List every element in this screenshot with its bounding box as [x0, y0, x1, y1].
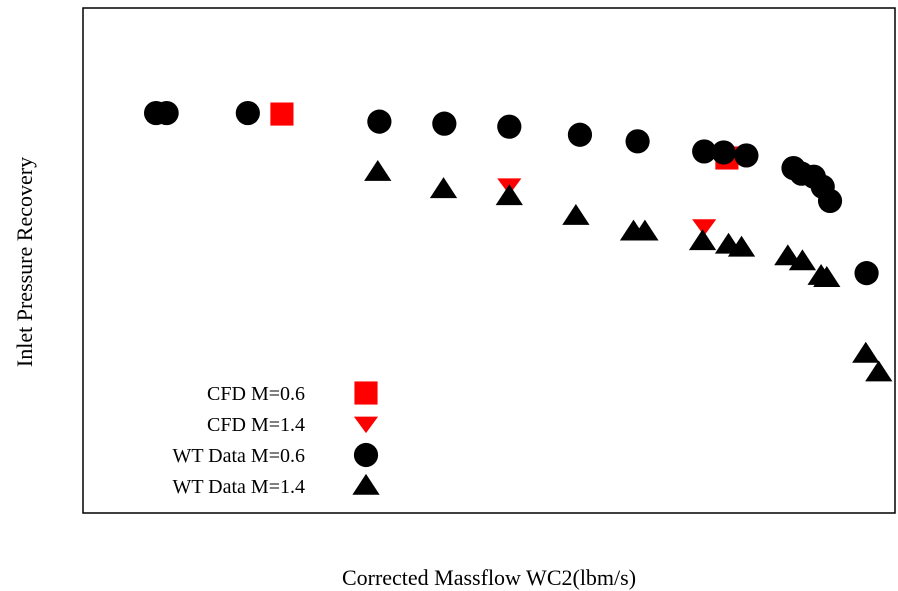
- series-3-point-10: [788, 249, 817, 271]
- legend-label-3: WT Data M=1.4: [172, 476, 305, 498]
- legend: CFD M=0.6 CFD M=1.4 WT Data M=0.6 WT Data M…: [172, 381, 380, 498]
- series-3-point-8: [727, 235, 756, 257]
- series-3-point-12: [813, 266, 841, 287]
- series-3-point-13: [852, 341, 880, 363]
- series-2-point-8: [692, 139, 717, 164]
- plot-frame: [82, 7, 896, 514]
- legend-marker-0: [354, 381, 378, 405]
- legend-marker-1: [353, 416, 379, 434]
- legend-label-0: CFD M=0.6: [207, 383, 305, 405]
- series-2-point-6: [567, 122, 593, 147]
- legend-marker-2: [353, 442, 379, 468]
- series-3-point-2: [495, 184, 523, 206]
- series-3-point-0: [364, 160, 392, 181]
- series-3-point-6: [688, 229, 717, 251]
- series-2-point-9: [711, 140, 736, 165]
- series-3-point-14: [865, 360, 893, 382]
- series-0-point-0: [270, 102, 294, 126]
- legend-marker-3: [352, 473, 380, 495]
- series-2-point-5: [497, 114, 522, 139]
- x-axis-label: Corrected Massflow WC2(lbm/s): [342, 565, 636, 590]
- series-2-point-2: [235, 100, 260, 126]
- series-2-point-10: [734, 143, 759, 168]
- series-2-point-16: [854, 261, 879, 286]
- series-3: [364, 160, 893, 382]
- series-3-point-9: [774, 244, 802, 266]
- series-1: [497, 178, 717, 236]
- series-2-point-15: [817, 188, 843, 214]
- series-1-point-1: [692, 219, 717, 236]
- y-axis-label: Inlet Pressure Recovery: [12, 157, 37, 367]
- series-2: [143, 100, 879, 286]
- series-3-point-5: [631, 219, 659, 241]
- series-3-point-3: [562, 203, 590, 225]
- series-3-point-1: [429, 177, 458, 199]
- series-2-point-4: [432, 111, 457, 136]
- series-2-point-3: [367, 109, 392, 134]
- series-2-point-7: [625, 129, 650, 154]
- legend-label-1: CFD M=1.4: [207, 414, 305, 436]
- legend-label-2: WT Data M=0.6: [172, 445, 305, 467]
- data-marks: [143, 100, 893, 382]
- series-2-point-1: [154, 100, 179, 126]
